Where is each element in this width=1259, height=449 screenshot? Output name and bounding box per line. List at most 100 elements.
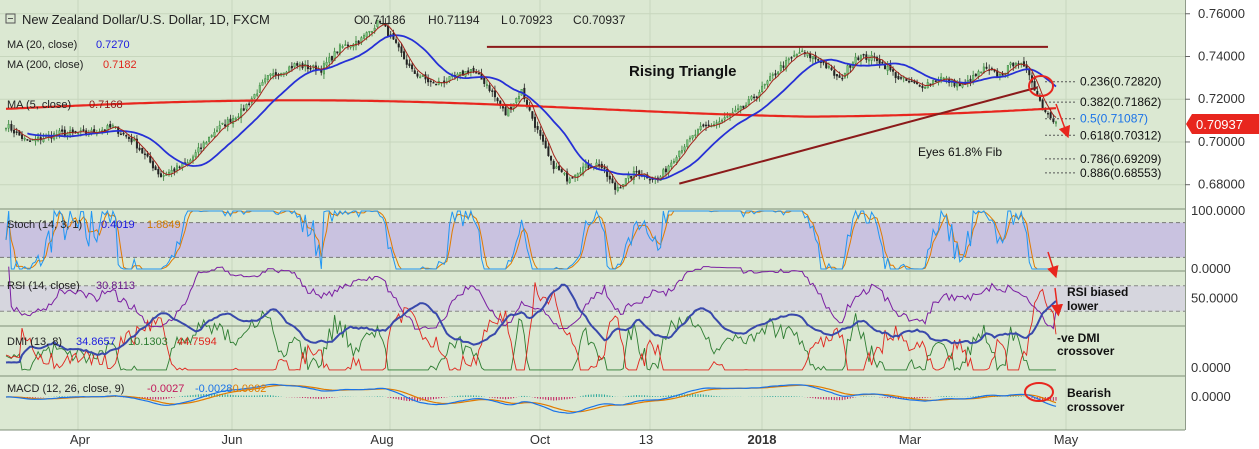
- chart-title: New Zealand Dollar/U.S. Dollar, 1D, FXCM: [22, 12, 270, 27]
- candle-body: [411, 64, 414, 70]
- candle-body: [261, 82, 264, 86]
- candle-body: [26, 139, 29, 141]
- candle-body: [154, 166, 157, 171]
- candle-body: [835, 74, 838, 77]
- candle-body: [793, 54, 796, 57]
- candle-body: [953, 79, 956, 87]
- candle-body: [579, 172, 582, 175]
- candle-body: [734, 109, 737, 113]
- candle-body: [130, 137, 133, 143]
- breakdown-arrow: [1055, 103, 1071, 139]
- candle-body: [125, 135, 128, 137]
- candle-body: [672, 160, 675, 163]
- candle-body: [1014, 63, 1017, 66]
- candle-body: [779, 65, 782, 71]
- candle-body: [827, 66, 830, 68]
- macd-legend: MACD (12, 26, close, 9) -0.0027 -0.0028 …: [7, 383, 266, 395]
- candle-body: [395, 39, 398, 43]
- stoch-tick-label: 0.0000: [1191, 261, 1231, 276]
- candle-body: [1044, 109, 1047, 112]
- macd-tick-label: 0.0000: [1191, 389, 1231, 404]
- macd-signal-value: -0.0002: [229, 383, 266, 395]
- candle-body: [584, 163, 587, 168]
- ma200-line: [5, 99, 1057, 118]
- candle-body: [664, 168, 667, 173]
- candle-body: [232, 118, 235, 124]
- axis-background: [1185, 0, 1259, 449]
- candle-body: [1022, 61, 1025, 67]
- candle-body: [563, 173, 566, 175]
- trendlines: [486, 45, 1048, 185]
- candle-body: [135, 138, 138, 149]
- candle-body: [461, 70, 464, 76]
- time-tick-label: Aug: [370, 432, 393, 447]
- candle-body: [491, 90, 494, 92]
- candle-body: [178, 166, 181, 169]
- candle-body: [614, 182, 617, 190]
- candle-body: [58, 130, 61, 134]
- candle-body: [980, 71, 983, 74]
- candle-body: [504, 106, 507, 116]
- macd-note-line1: Bearish: [1067, 386, 1111, 400]
- candle-body: [517, 96, 520, 99]
- macd-label: MACD (12, 26, close, 9): [7, 383, 124, 395]
- dmi-label: DMI (13, 8): [7, 336, 62, 348]
- candle-body: [15, 131, 18, 133]
- dmi-legend: DMI (13, 8) 34.8657 10.1303 44.7594: [7, 336, 217, 348]
- candle-body: [258, 85, 261, 93]
- candle-body: [814, 55, 817, 60]
- fib-level-label: 0.786(0.69209): [1080, 152, 1161, 166]
- candle-body: [355, 40, 358, 46]
- candle-body: [218, 125, 221, 130]
- collapse-legend-icon[interactable]: [5, 13, 16, 24]
- candle-body: [205, 142, 208, 145]
- candle-body: [328, 57, 331, 63]
- candle-body: [256, 93, 259, 96]
- candle-body: [606, 169, 609, 177]
- time-axis-labels: Apr Jun Aug Oct 13 2018 Mar May: [70, 432, 1079, 447]
- candle-body: [432, 82, 435, 84]
- candle-body: [293, 63, 296, 68]
- candle-body: [619, 187, 622, 189]
- candle-body: [237, 116, 240, 118]
- candle-body: [595, 162, 598, 168]
- candle-body: [881, 62, 884, 64]
- candle-body: [7, 124, 10, 129]
- stoch-d-line: [5, 210, 1056, 270]
- candle-body: [699, 125, 702, 130]
- candle-body: [363, 35, 366, 39]
- candle-body: [723, 117, 726, 120]
- close-value: 0.70937: [582, 13, 626, 27]
- candle-body: [435, 83, 438, 86]
- candle-body: [10, 124, 13, 131]
- candle-body: [330, 55, 333, 61]
- plot-background: [0, 0, 1185, 430]
- candle-body: [501, 106, 504, 109]
- candle-body: [405, 59, 408, 65]
- price-axis-labels: 0.68000 0.70000 0.72000 0.74000 0.76000 100.0…: [1185, 6, 1245, 404]
- candle-body: [870, 55, 873, 61]
- candle-body: [777, 71, 780, 75]
- candle-body: [290, 65, 293, 69]
- candle-body: [942, 77, 945, 80]
- candle-body: [421, 75, 424, 77]
- candle-body: [616, 187, 619, 191]
- candle-body: [202, 142, 205, 148]
- time-tick-label: Oct: [530, 432, 551, 447]
- rsi-label: RSI (14, close): [7, 280, 80, 292]
- candle-body: [790, 57, 793, 59]
- candle-body: [213, 132, 216, 137]
- stoch-tick-label: 100.0000: [1191, 203, 1245, 218]
- candle-body: [333, 51, 336, 61]
- candle-body: [846, 65, 849, 76]
- candle-body: [867, 59, 870, 62]
- price-tick-label: 0.68000: [1198, 177, 1245, 192]
- candle-body: [683, 146, 686, 151]
- candle-body: [566, 171, 569, 182]
- candle-body: [977, 71, 980, 77]
- candle-body: [1006, 65, 1009, 75]
- candle-body: [400, 46, 403, 53]
- dmi-adx-line: [5, 283, 1057, 364]
- candle-body: [817, 59, 820, 61]
